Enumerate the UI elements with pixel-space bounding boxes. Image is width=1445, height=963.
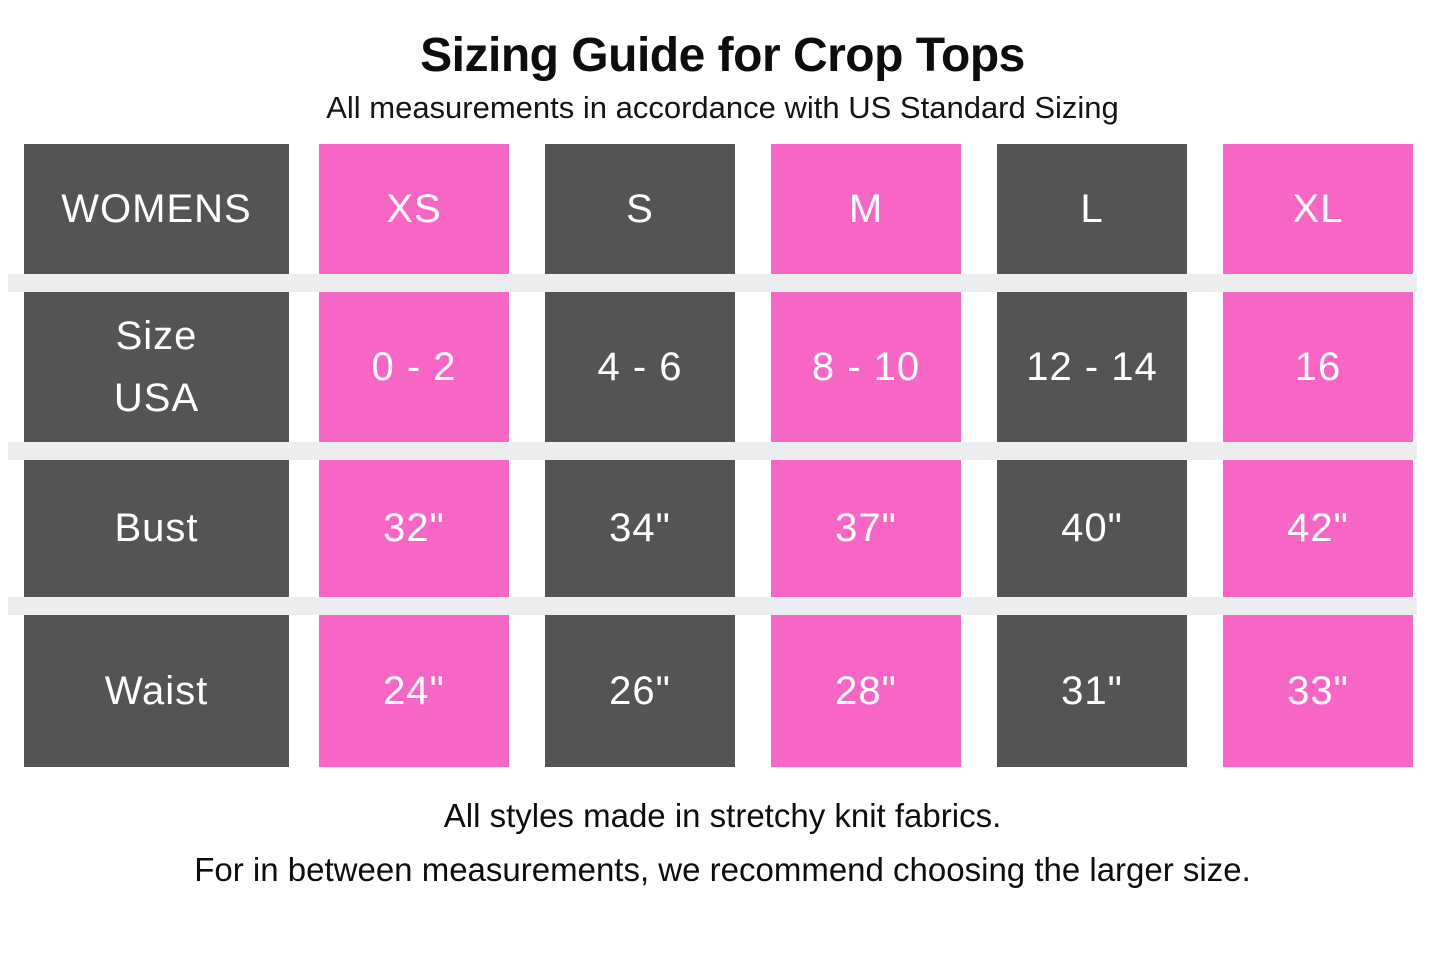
value-cell-bust-l: 40" bbox=[997, 460, 1187, 597]
table-row-size-usa: Size USA 0 - 2 4 - 6 8 - 10 12 - 14 16 bbox=[0, 292, 1445, 442]
value-cell-waist-m: 28" bbox=[771, 615, 961, 767]
page-title: Sizing Guide for Crop Tops bbox=[420, 29, 1025, 82]
value-cell-size-xs: 0 - 2 bbox=[319, 292, 509, 442]
row-label-cell: Bust bbox=[24, 460, 289, 597]
row-label-cell: Waist bbox=[24, 615, 289, 767]
value-cell-size-xl: 16 bbox=[1223, 292, 1413, 442]
table-header-row: WOMENS XS S M L XL bbox=[0, 144, 1445, 274]
footer-note: All styles made in stretchy knit fabrics… bbox=[0, 789, 1445, 897]
table-row-waist: Waist 24" 26" 28" 31" 33" bbox=[0, 615, 1445, 767]
header-cell-xs: XS bbox=[319, 144, 509, 274]
value-cell-bust-xs: 32" bbox=[319, 460, 509, 597]
value-cell-waist-xl: 33" bbox=[1223, 615, 1413, 767]
row-label-line: Size bbox=[115, 314, 198, 358]
row-separator bbox=[8, 442, 1417, 460]
header-cell-s: S bbox=[545, 144, 735, 274]
row-separator bbox=[8, 274, 1417, 292]
footer-line-1: All styles made in stretchy knit fabrics… bbox=[443, 797, 1002, 834]
row-label-cell: Size USA bbox=[24, 292, 289, 442]
value-cell-bust-s: 34" bbox=[545, 460, 735, 597]
value-cell-waist-l: 31" bbox=[997, 615, 1187, 767]
value-cell-waist-s: 26" bbox=[545, 615, 735, 767]
value-cell-size-l: 12 - 14 bbox=[997, 292, 1187, 442]
value-cell-waist-xs: 24" bbox=[319, 615, 509, 767]
header-cell-xl: XL bbox=[1223, 144, 1413, 274]
value-cell-bust-m: 37" bbox=[771, 460, 961, 597]
value-cell-size-s: 4 - 6 bbox=[545, 292, 735, 442]
size-table: WOMENS XS S M L XL Size USA 0 - 2 4 - 6 … bbox=[0, 144, 1445, 767]
value-cell-bust-xl: 42" bbox=[1223, 460, 1413, 597]
footer-line-2: For in between measurements, we recommen… bbox=[194, 851, 1251, 888]
value-cell-size-m: 8 - 10 bbox=[771, 292, 961, 442]
row-label-line: USA bbox=[113, 376, 200, 420]
header-cell-m: M bbox=[771, 144, 961, 274]
table-row-bust: Bust 32" 34" 37" 40" 42" bbox=[0, 460, 1445, 597]
header-cell-womens: WOMENS bbox=[24, 144, 289, 274]
row-label-size-usa: Size USA bbox=[114, 305, 199, 429]
header-cell-l: L bbox=[997, 144, 1187, 274]
row-separator bbox=[8, 597, 1417, 615]
page-subtitle: All measurements in accordance with US S… bbox=[326, 90, 1119, 125]
